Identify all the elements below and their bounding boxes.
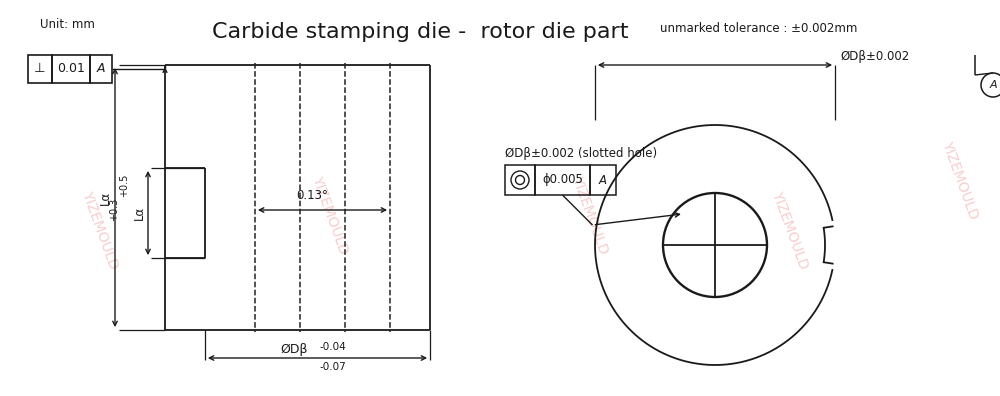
Text: Lα: Lα [99,190,112,205]
Text: 0.01: 0.01 [57,63,85,76]
Text: -0.04: -0.04 [320,342,346,352]
Text: unmarked tolerance : ±0.002mm: unmarked tolerance : ±0.002mm [660,22,857,35]
Text: +0.3: +0.3 [109,198,119,221]
Text: A: A [989,80,997,90]
Text: +0.5: +0.5 [119,174,129,197]
Bar [28,55,52,83]
Text: ϕ0.005: ϕ0.005 [542,173,583,187]
Bar [590,165,616,195]
Text: YIZEMOULD: YIZEMOULD [939,139,981,221]
Text: Unit: mm: Unit: mm [40,18,95,31]
Text: Lα: Lα [133,206,146,220]
Text: ØDβ±0.002 (slotted hole): ØDβ±0.002 (slotted hole) [505,147,657,160]
Text: YIZEMOULD: YIZEMOULD [309,174,351,256]
Text: YIZEMOULD: YIZEMOULD [769,189,811,271]
Text: ØDβ: ØDβ [280,343,308,356]
Bar [505,165,535,195]
Text: A: A [599,173,607,187]
Text: ⊥: ⊥ [34,63,46,76]
Text: YIZEMOULD: YIZEMOULD [569,174,611,256]
Bar [52,55,90,83]
Text: 0.13°: 0.13° [297,189,328,202]
Text: A: A [97,63,105,76]
Text: ØDβ±0.002: ØDβ±0.002 [840,50,909,63]
Bar [535,165,590,195]
Text: YIZEMOULD: YIZEMOULD [79,189,121,271]
Text: -0.07: -0.07 [320,362,346,372]
Text: Carbide stamping die -  rotor die part: Carbide stamping die - rotor die part [212,22,628,42]
Bar [90,55,112,83]
